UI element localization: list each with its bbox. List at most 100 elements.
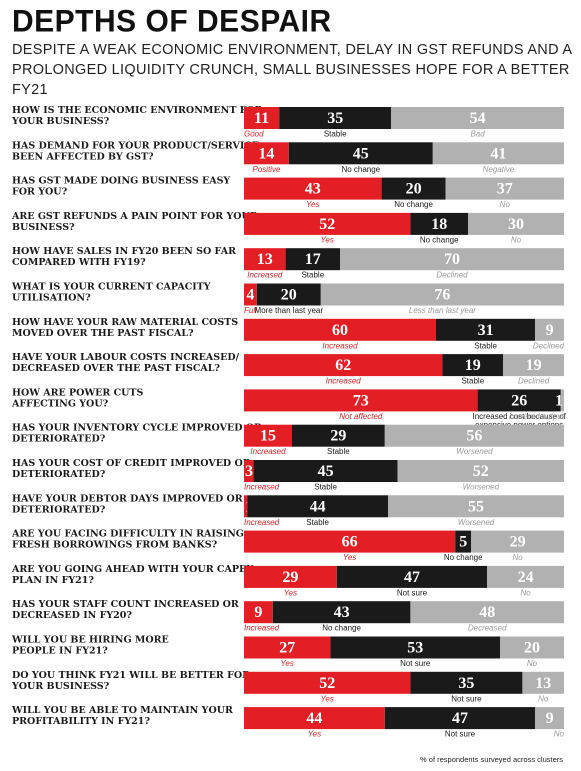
category-label: No change: [394, 200, 433, 209]
category-label: Decreased: [468, 624, 507, 633]
question-row: HAVE YOUR DEBTOR DAYS IMPROVED OR DETERIO…: [12, 493, 564, 527]
question-row: HOW IS THE ECONOMIC ENVIRONMENT FOR YOUR …: [11, 105, 564, 139]
question-line: HAS DEMAND FOR YOUR PRODUCT/SERVICE: [12, 140, 259, 151]
category-label: Not sure: [451, 694, 482, 703]
bar-segment-lowered-output: [560, 389, 564, 412]
value-label: 20: [406, 181, 422, 198]
bar-segment-no-change: [410, 212, 468, 235]
question-line: HAVE YOUR LABOUR COSTS INCREASED/: [12, 352, 240, 363]
category-label: Increased: [244, 483, 280, 492]
question-text: WHAT IS YOUR CURRENT CAPACITY UTILISATION…: [11, 282, 211, 304]
value-label: 55: [468, 498, 484, 515]
value-label: 66: [342, 534, 358, 551]
value-label: 70: [444, 251, 460, 268]
category-label: Lowered output: [509, 412, 565, 421]
value-label: 3: [245, 463, 253, 480]
bar-segment-increased: [244, 354, 443, 377]
question-line: PEOPLE IN FY21?: [12, 646, 108, 657]
question-line: DETERIORATED?: [12, 434, 106, 445]
question-text: HOW IS THE ECONOMIC ENVIRONMENT FOR YOUR …: [11, 105, 263, 127]
value-label: 41: [490, 145, 506, 162]
question-line: ARE YOU GOING AHEAD WITH YOUR CAPEX: [11, 564, 254, 575]
value-label: 9: [254, 604, 262, 621]
value-label: 19: [465, 357, 481, 374]
bar-segment-yes: [244, 671, 411, 694]
value-label: 20: [524, 640, 540, 657]
value-label: 29: [330, 428, 346, 445]
bar-segment-good: [244, 107, 280, 129]
category-label: Increased: [244, 518, 280, 527]
bar-segment-no: [471, 530, 564, 553]
question-line: HAS GST MADE DOING BUSINESS EASY: [12, 176, 230, 187]
value-label: 53: [407, 640, 423, 657]
question-text: ARE YOU GOING AHEAD WITH YOUR CAPEX PLAN …: [11, 564, 254, 586]
question-line: COMPARED WITH FY19?: [12, 257, 146, 268]
category-label: Worsened: [458, 518, 495, 527]
question-text: HAS DEMAND FOR YOUR PRODUCT/SERVICE BEEN …: [12, 140, 259, 162]
category-label: No: [554, 730, 565, 739]
question-line: HOW HAVE SALES IN FY20 BEEN SO FAR: [12, 246, 236, 257]
bar-segment-no: [468, 212, 564, 235]
value-label: 19: [526, 357, 542, 374]
bar-segment-yes: [244, 636, 331, 659]
question-line: DETERIORATED?: [12, 504, 106, 515]
value-label: 24: [518, 569, 534, 586]
bar-segment-no: [500, 636, 564, 659]
category-label: Stable: [327, 447, 350, 456]
bar-segment-stable: [247, 495, 388, 518]
question-text: HAS YOUR STAFF COUNT INCREASED OR DECREAS…: [12, 599, 239, 621]
value-label: 43: [334, 604, 350, 621]
category-label: More than last year: [255, 306, 324, 315]
question-line: WILL YOU BE HIRING MORE: [11, 635, 169, 646]
category-label: Negative: [483, 165, 515, 174]
question-line: DO YOU THINK FY21 WILL BE BETTER FOR: [12, 670, 250, 681]
category-label: Bad: [470, 130, 485, 139]
question-row: ARE GST REFUNDS A PAIN POINT FOR YOUR BUS…: [11, 211, 564, 244]
value-label: 30: [508, 216, 524, 233]
category-label: Declined: [533, 341, 565, 350]
bar-segment-increased: [244, 601, 273, 624]
value-label: 5: [459, 534, 467, 551]
bar-segment-no-change: [381, 177, 446, 200]
bar-segment-stable: [436, 318, 536, 341]
question-line: ARE YOU FACING DIFFICULTY IN RAISING: [11, 529, 244, 540]
question-text: HAS GST MADE DOING BUSINESS EASY FOR YOU?: [12, 176, 230, 198]
value-label: 13: [535, 675, 551, 692]
value-label: 1: [555, 392, 563, 409]
bar-segment-negative: [432, 142, 564, 165]
question-line: BEEN AFFECTED BY GST?: [12, 151, 154, 162]
question-row: HAS DEMAND FOR YOUR PRODUCT/SERVICE BEEN …: [12, 140, 564, 174]
category-label: Yes: [343, 553, 356, 562]
value-label: 52: [319, 216, 335, 233]
category-label: No change: [341, 165, 380, 174]
bar-segment-no-change: [455, 530, 472, 553]
category-label: No: [500, 200, 511, 209]
bar-segment-yes: [244, 707, 385, 730]
category-label: Not sure: [400, 659, 431, 668]
bar-segment-increased: [244, 495, 248, 518]
bar-segment-yes: [244, 177, 382, 200]
question-line: UTILISATION?: [12, 293, 91, 304]
chart-title: DEPTHS OF DESPAIR: [12, 4, 332, 39]
question-line: AFFECTING YOU?: [11, 398, 109, 409]
bar-segment-stable: [442, 354, 504, 377]
question-line: DECREASED OVER THE PAST FISCAL?: [12, 363, 220, 374]
category-label-line: Increased cost because of: [473, 412, 567, 421]
question-row: HAS YOUR STAFF COUNT INCREASED OR DECREAS…: [12, 599, 564, 633]
category-label: Yes: [321, 694, 334, 703]
question-line: FOR YOU?: [12, 187, 68, 198]
question-text: HAS YOUR COST OF CREDIT IMPROVED OR DETER…: [12, 458, 251, 480]
value-label: 13: [257, 251, 273, 268]
question-row: HOW HAVE SALES IN FY20 BEEN SO FAR COMPAR…: [12, 246, 564, 280]
question-line: YOUR BUSINESS?: [11, 116, 110, 127]
question-row: WILL YOU BE HIRING MORE PEOPLE IN FY21? 27…: [11, 635, 564, 668]
value-label: 29: [510, 534, 526, 551]
category-label: No change: [444, 553, 483, 562]
value-label: 4: [246, 287, 254, 304]
chart-subtitle: DESPITE A WEAK ECONOMIC ENVIRONMENT, DEL…: [12, 42, 572, 98]
value-label: 17: [305, 251, 321, 268]
bar-segment-worsened: [384, 424, 564, 447]
category-label: Stable: [306, 518, 329, 527]
bar-segment-worsened: [397, 460, 564, 482]
bar-segment-increased: [244, 248, 286, 271]
